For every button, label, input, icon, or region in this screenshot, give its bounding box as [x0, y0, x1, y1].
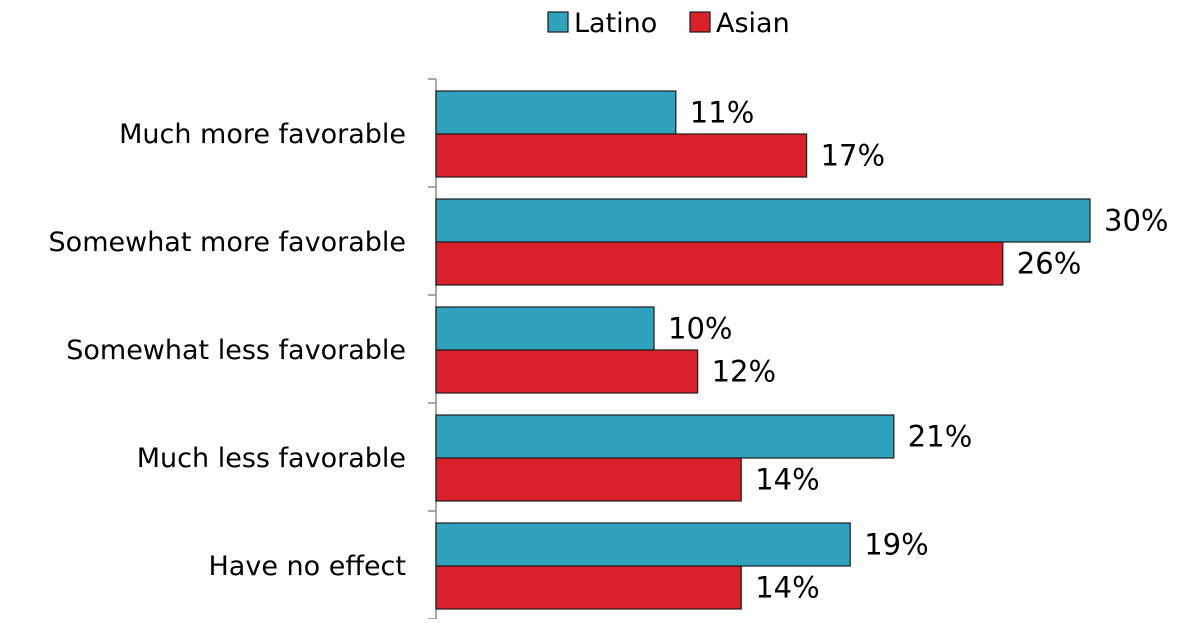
bar-asian-1	[435, 241, 1004, 286]
category-axis	[428, 78, 437, 623]
bar-latino-2	[435, 306, 655, 351]
legend: Latino Asian	[547, 8, 790, 39]
category-label-2: Somewhat less favorable	[66, 335, 406, 366]
bar-asian-0	[435, 133, 808, 178]
value-label-asian-0: 17%	[821, 139, 885, 173]
category-label-4: Have no effect	[209, 551, 407, 582]
value-label-latino-4: 19%	[864, 528, 928, 562]
value-label-latino-3: 21%	[908, 420, 972, 454]
value-label-latino-1: 30%	[1104, 204, 1168, 238]
bar-latino-1	[435, 198, 1091, 243]
value-label-asian-2: 12%	[712, 355, 776, 389]
legend-swatch-latino	[547, 11, 569, 33]
value-label-asian-1: 26%	[1017, 247, 1081, 281]
category-label-1: Somewhat more favorable	[49, 227, 406, 258]
category-label-3: Much less favorable	[137, 443, 406, 474]
bars	[435, 90, 1091, 610]
value-label-latino-0: 11%	[690, 96, 754, 130]
value-labels: 11% 17% 30% 26% 10% 12% 21% 14% 19% 14%	[668, 96, 1168, 605]
legend-label-asian: Asian	[716, 8, 790, 39]
bar-latino-3	[435, 414, 895, 459]
bar-latino-4	[435, 522, 851, 567]
bar-asian-2	[435, 349, 699, 394]
bar-latino-0	[435, 90, 677, 135]
legend-swatch-asian	[689, 11, 711, 33]
bar-asian-4	[435, 565, 742, 610]
bar-asian-3	[435, 457, 742, 502]
category-labels: Much more favorable Somewhat more favorab…	[49, 119, 406, 582]
value-label-latino-2: 10%	[668, 312, 732, 346]
value-label-asian-4: 14%	[755, 571, 819, 605]
legend-label-latino: Latino	[574, 8, 657, 39]
value-label-asian-3: 14%	[755, 463, 819, 497]
category-label-0: Much more favorable	[119, 119, 406, 150]
